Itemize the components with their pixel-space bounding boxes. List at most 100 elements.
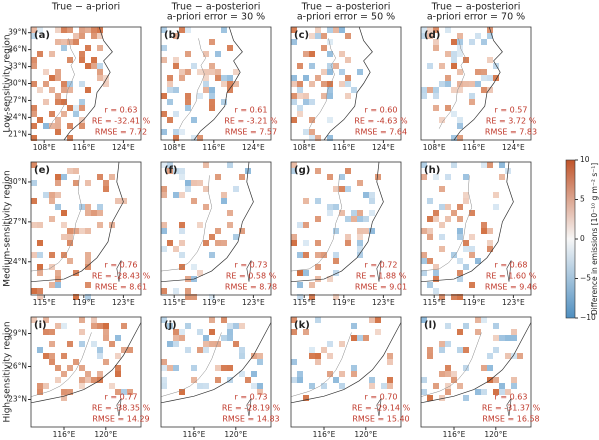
emission-cell — [291, 162, 297, 168]
emission-cell — [55, 276, 61, 282]
emission-cell — [215, 228, 221, 234]
x-tick-label: 124°E — [372, 143, 395, 152]
emission-cell — [61, 222, 67, 228]
emission-cell — [127, 347, 133, 353]
emission-cell — [487, 365, 493, 371]
panel-stat: r = 0.77 — [105, 393, 138, 402]
emission-cell — [327, 87, 333, 93]
emission-cell — [185, 69, 191, 75]
emission-cell — [203, 383, 209, 389]
emission-cell — [511, 383, 517, 389]
emission-cell — [297, 222, 303, 228]
emission-cell — [103, 323, 109, 329]
emission-cell — [73, 111, 79, 117]
emission-cell — [197, 180, 203, 186]
emission-cell — [209, 294, 215, 300]
emission-cell — [291, 234, 297, 240]
coastline — [30, 161, 124, 283]
x-tick-label: 116°E — [313, 430, 336, 439]
emission-cell — [451, 162, 457, 168]
emission-cell — [31, 63, 37, 69]
emission-cell — [327, 204, 333, 210]
emission-cell — [167, 87, 173, 93]
x-tick-label: 116°E — [202, 143, 225, 152]
emission-cell — [31, 111, 37, 117]
emission-cell — [61, 323, 67, 329]
emission-cell — [79, 123, 85, 129]
emission-cell — [185, 105, 191, 111]
emission-cell — [363, 192, 369, 198]
emission-cell — [55, 270, 61, 276]
map-frame — [290, 26, 402, 141]
emission-cell — [339, 51, 345, 57]
x-tick-label: 115°E — [163, 298, 186, 307]
emission-cell — [457, 294, 463, 300]
emission-cell — [91, 341, 97, 347]
emission-cell — [463, 365, 469, 371]
emission-cell — [445, 323, 451, 329]
emission-cell — [73, 168, 79, 174]
x-tick-label: 120°E — [224, 430, 247, 439]
emission-cell — [161, 186, 167, 192]
emission-cell — [469, 99, 475, 105]
emission-cell — [297, 371, 303, 377]
panel-stat: RE = -31.37 % — [482, 404, 541, 413]
emission-cell — [481, 317, 487, 323]
panel-letter: (k) — [294, 320, 310, 331]
emission-cell — [37, 383, 43, 389]
emission-cell — [451, 252, 457, 258]
emission-cell — [309, 33, 315, 39]
y-tick-label: 30°N — [8, 79, 27, 88]
emission-cell — [439, 81, 445, 87]
emission-cell — [197, 93, 203, 99]
emission-cell — [37, 222, 43, 228]
emission-cell — [321, 69, 327, 75]
emission-cell — [221, 240, 227, 246]
map-frame — [420, 316, 532, 428]
emission-cell — [179, 389, 185, 395]
emission-cell — [427, 282, 433, 288]
x-tick-label: 124°E — [502, 143, 525, 152]
emission-cell — [469, 252, 475, 258]
emission-cell — [291, 377, 297, 383]
emission-cell — [445, 105, 451, 111]
emission-cell — [85, 87, 91, 93]
emission-cell — [421, 174, 427, 180]
emission-cell — [73, 270, 79, 276]
emission-cell — [227, 210, 233, 216]
column-title: a-priori error = 50 % — [297, 12, 395, 23]
emission-cell — [43, 353, 49, 359]
emission-cell — [457, 39, 463, 45]
emission-cell — [167, 365, 173, 371]
emission-cell — [327, 39, 333, 45]
emission-cell — [481, 389, 487, 395]
emission-cell — [167, 81, 173, 87]
island — [246, 398, 252, 417]
emission-cell — [167, 240, 173, 246]
panel-letter: (l) — [424, 320, 437, 331]
emission-cell — [67, 87, 73, 93]
emission-cell — [67, 365, 73, 371]
panel-stat: RMSE = 7.64 — [355, 128, 407, 137]
emission-cell — [55, 93, 61, 99]
emission-cell — [333, 27, 339, 33]
emission-cell — [185, 186, 191, 192]
row-label: Low-sensitivity region — [3, 34, 13, 132]
emission-cell — [209, 341, 215, 347]
x-tick-label: 124°E — [242, 143, 265, 152]
emission-cell — [55, 117, 61, 123]
emission-cell — [67, 240, 73, 246]
emission-cell — [49, 216, 55, 222]
emission-cell — [37, 27, 43, 33]
emission-cell — [161, 377, 167, 383]
emission-cell — [103, 75, 109, 81]
panel-stat: RE = -32.41 % — [92, 117, 151, 126]
emission-cell — [185, 276, 191, 282]
emission-cell — [91, 210, 97, 216]
emission-cell — [499, 174, 505, 180]
emission-cell — [321, 252, 327, 258]
emission-cell — [121, 347, 127, 353]
emission-cell — [257, 389, 263, 395]
province-border — [438, 38, 467, 129]
emission-cell — [451, 377, 457, 383]
